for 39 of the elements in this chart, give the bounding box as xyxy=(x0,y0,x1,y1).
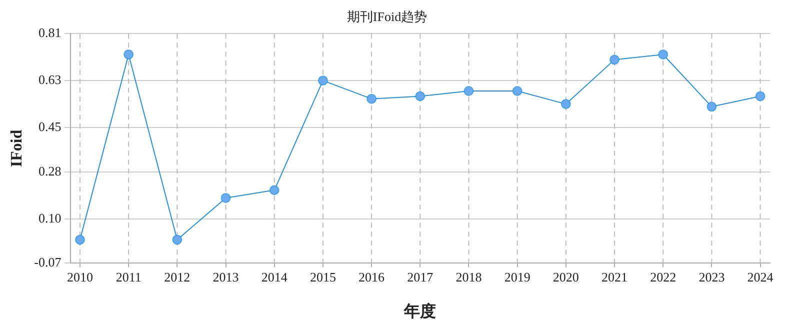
x-tick-label: 2019 xyxy=(504,269,530,284)
point xyxy=(464,86,474,96)
point xyxy=(366,94,377,104)
point xyxy=(75,234,85,245)
x-tick-label: 2020 xyxy=(552,269,579,284)
y-tick-label: 0.45 xyxy=(38,118,62,134)
x-tick-label: 2011 xyxy=(116,269,142,284)
point xyxy=(415,91,426,102)
x-tick-label: 2010 xyxy=(66,269,93,284)
point xyxy=(172,234,182,245)
x-tick-label: 2016 xyxy=(358,269,386,284)
y-tick-label: 0.28 xyxy=(38,163,62,178)
y-tick-label: -0.07 xyxy=(34,254,62,270)
point xyxy=(658,49,668,60)
x-tick-label: 2021 xyxy=(602,269,628,284)
y-axis-title: IFoid xyxy=(8,130,26,168)
x-tick-label: 2023 xyxy=(698,269,725,284)
point xyxy=(124,49,134,60)
x-tick-label: 2024 xyxy=(747,269,774,284)
point xyxy=(755,91,766,102)
x-tick-label: 2012 xyxy=(164,269,190,284)
point xyxy=(706,102,717,112)
chart-title: 期刊IFoid趋势 xyxy=(346,9,428,24)
y-tick-label: 0.63 xyxy=(38,72,62,87)
y-tick-label: 0.10 xyxy=(38,210,62,226)
point xyxy=(610,54,620,65)
point xyxy=(269,185,280,196)
point xyxy=(512,86,522,96)
x-tick-label: 2013 xyxy=(212,269,239,284)
x-axis-title: 年度 xyxy=(403,302,436,321)
x-tick-label: 2022 xyxy=(650,269,676,284)
x-tick-label: 2017 xyxy=(407,269,434,284)
y-tick-label: 0.81 xyxy=(38,25,62,40)
point xyxy=(318,76,328,86)
x-tick-label: 2014 xyxy=(261,269,288,284)
x-tick-label: 2018 xyxy=(456,269,482,284)
point xyxy=(220,192,231,203)
point xyxy=(560,99,571,110)
x-tick-label: 2015 xyxy=(310,269,336,284)
